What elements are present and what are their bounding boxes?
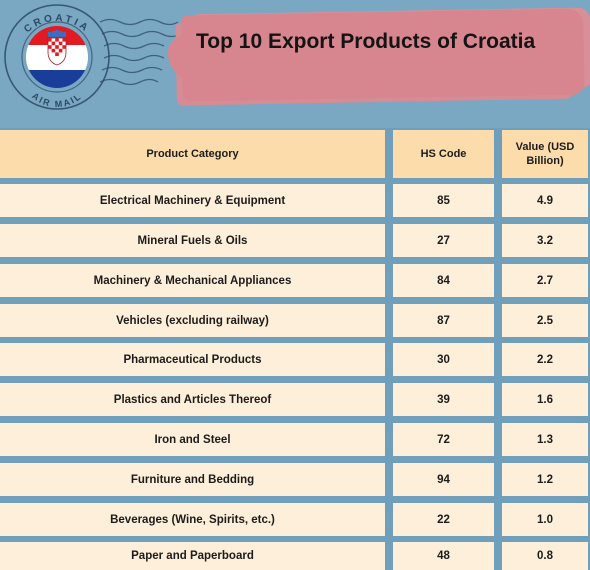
cell-value: 1.3 — [502, 423, 588, 456]
air-mail-stamp: CROATIA AIR MAIL — [4, 4, 180, 110]
table-row: Pharmaceutical Products 30 2.2 — [0, 343, 590, 376]
cell-hs-code: 84 — [393, 264, 494, 297]
cell-hs-code: 72 — [393, 423, 494, 456]
cell-value: 4.9 — [502, 184, 588, 217]
cell-product: Beverages (Wine, Spirits, etc.) — [0, 503, 385, 536]
header-value: Value (USD Billion) — [502, 130, 588, 178]
cell-hs-code: 48 — [393, 542, 494, 570]
cell-hs-code: 22 — [393, 503, 494, 536]
stamp-service-text: AIR MAIL — [30, 91, 82, 110]
title-highlight — [181, 8, 585, 102]
postmark-lines-icon — [99, 18, 180, 86]
cell-hs-code: 30 — [393, 343, 494, 376]
cell-product: Pharmaceutical Products — [0, 343, 385, 376]
table-row: Beverages (Wine, Spirits, etc.) 22 1.0 — [0, 503, 590, 536]
cell-value: 1.2 — [502, 463, 588, 496]
header-product-category: Product Category — [0, 130, 385, 178]
cell-value: 2.2 — [502, 343, 588, 376]
cell-hs-code: 39 — [393, 383, 494, 416]
cell-hs-code: 87 — [393, 304, 494, 337]
cell-value: 1.6 — [502, 383, 588, 416]
header-hs-code: HS Code — [393, 130, 494, 178]
svg-text:AIR MAIL: AIR MAIL — [30, 91, 84, 110]
cell-product: Vehicles (excluding railway) — [0, 304, 385, 337]
cell-product: Electrical Machinery & Equipment — [0, 184, 385, 217]
cell-product: Mineral Fuels & Oils — [0, 224, 385, 257]
cell-value: 2.5 — [502, 304, 588, 337]
table-row: Electrical Machinery & Equipment 85 4.9 — [0, 184, 590, 217]
cell-value: 2.7 — [502, 264, 588, 297]
cell-hs-code: 27 — [393, 224, 494, 257]
export-table: Product Category HS Code Value (USD Bill… — [0, 130, 590, 570]
cell-product: Paper and Paperboard — [0, 542, 385, 570]
cell-product: Iron and Steel — [0, 423, 385, 456]
cell-hs-code: 94 — [393, 463, 494, 496]
table-row: Mineral Fuels & Oils 27 3.2 — [0, 224, 590, 257]
table-row: Vehicles (excluding railway) 87 2.5 — [0, 304, 590, 337]
table-header-row: Product Category HS Code Value (USD Bill… — [0, 130, 590, 178]
croatia-flag-icon — [26, 26, 88, 88]
table-row: Paper and Paperboard 48 0.8 — [0, 542, 590, 570]
cell-value: 1.0 — [502, 503, 588, 536]
table-row: Machinery & Mechanical Appliances 84 2.7 — [0, 264, 590, 297]
cell-product: Plastics and Articles Thereof — [0, 383, 385, 416]
header-value-text: Value (USD Billion) — [515, 141, 575, 167]
cell-value: 0.8 — [502, 542, 588, 570]
cell-hs-code: 85 — [393, 184, 494, 217]
table-row: Iron and Steel 72 1.3 — [0, 423, 590, 456]
cell-value: 3.2 — [502, 224, 588, 257]
cell-product: Furniture and Bedding — [0, 463, 385, 496]
table-row: Furniture and Bedding 94 1.2 — [0, 463, 590, 496]
table-row: Plastics and Articles Thereof 39 1.6 — [0, 383, 590, 416]
page-title: Top 10 Export Products of Croatia — [196, 30, 536, 53]
cell-product: Machinery & Mechanical Appliances — [0, 264, 385, 297]
